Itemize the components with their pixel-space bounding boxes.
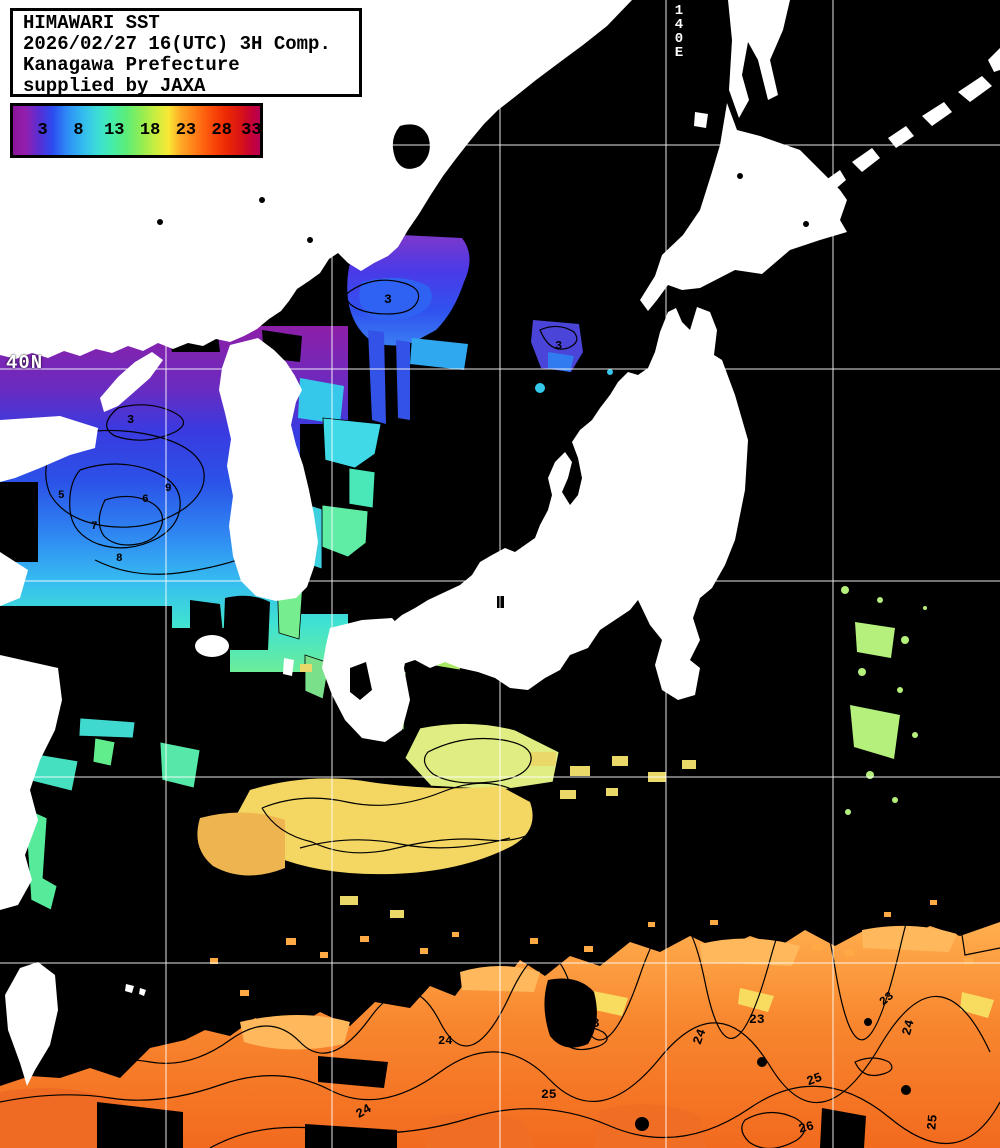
land-shandong: [0, 416, 98, 482]
contour-label: 9: [165, 483, 172, 495]
contour-label: 21: [130, 1118, 147, 1134]
land-lakes-clouds: [157, 124, 809, 700]
land-shikoku: [415, 622, 515, 665]
colorbar-tick: 18: [139, 121, 161, 140]
colorbar-tick: 28: [211, 121, 232, 140]
latitude-label-40n: 40N: [6, 352, 44, 374]
contour-label: 25: [924, 1114, 940, 1131]
colorbar-tick: 8: [73, 121, 84, 140]
product-datetime: 2026/02/27 16(UTC) 3H Comp.: [23, 33, 331, 55]
title-box: HIMAWARI SST 2026/02/27 16(UTC) 3H Comp.…: [10, 8, 362, 97]
land-liaodong: [100, 352, 163, 412]
land-jeju: [195, 635, 229, 657]
contour-label: 25: [804, 1070, 824, 1089]
colorbar-tick: 33: [241, 121, 262, 140]
product-title: HIMAWARI SST: [23, 12, 160, 34]
product-credit: supplied by JAXA: [23, 75, 206, 97]
land-taiwan: [5, 962, 58, 1086]
contour-label: 8: [116, 553, 123, 565]
land-rishiri: [694, 112, 708, 128]
land-hokkaido: [640, 103, 847, 311]
contour-label: 3: [555, 339, 562, 353]
sst-mid-japan-sea-patch: [531, 320, 645, 393]
sst-colorbar: 3 8 13 18 23 28 33: [10, 103, 263, 158]
colorbar-tick: 3: [37, 121, 48, 140]
contour-label: 6: [142, 494, 149, 506]
contour-label: 23: [584, 1016, 600, 1031]
contour-label-group: 3 3 3 5 6 9 8 7 23 24 23 25 26 24 25 25 …: [58, 292, 941, 1137]
colorbar-tick: 23: [175, 121, 197, 140]
sst-contour-lines: [0, 279, 1000, 1148]
longitude-label-140e: 140E: [671, 3, 687, 59]
contour-label: 24: [690, 1027, 709, 1047]
contour-label: 3: [127, 413, 134, 427]
contour-label: 25: [541, 1087, 557, 1102]
sst-pacific-green-speckles: [841, 586, 927, 815]
contour-label: 23: [749, 1012, 765, 1027]
contour-label: 3: [384, 292, 392, 307]
land-sakhalin: [728, 0, 790, 118]
land-yangtze: [0, 655, 62, 910]
contour-label: 5: [58, 490, 65, 502]
product-region: Kanagawa Prefecture: [23, 54, 240, 76]
land-kuril-islands: [823, 48, 1000, 192]
contour-label: 24: [438, 1034, 452, 1048]
land-sado: [600, 444, 618, 468]
sst-central-yellow-mass: [197, 664, 696, 918]
land-korea: [219, 338, 318, 601]
contour-label: 7: [91, 521, 98, 533]
contour-label: 24: [899, 1018, 918, 1037]
land-honshu: [355, 307, 748, 700]
land-small-islands: [125, 984, 146, 996]
land-china-coast: [0, 552, 28, 606]
land-tsushima: [283, 658, 294, 676]
contour-label: 26: [797, 1118, 816, 1137]
colorbar-tick: 13: [104, 121, 125, 140]
contour-label: 24: [353, 1101, 374, 1122]
